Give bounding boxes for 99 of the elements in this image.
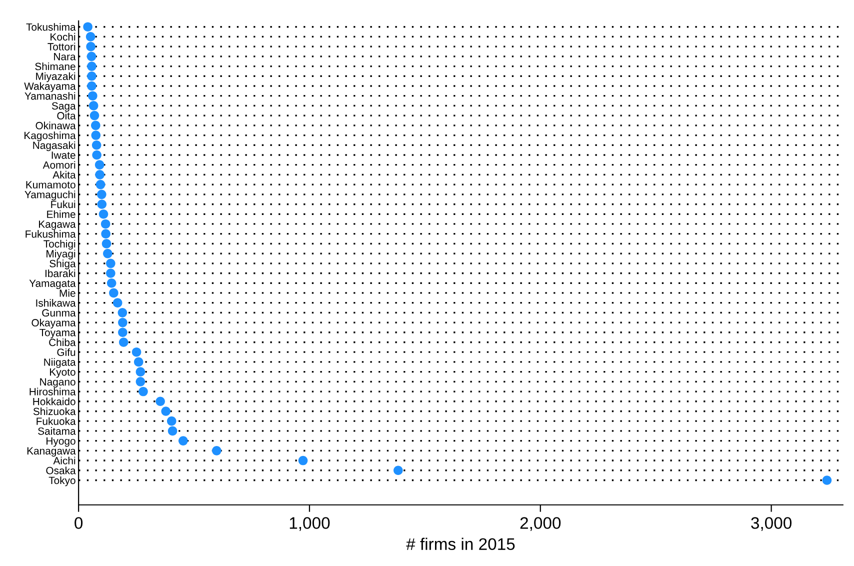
point — [136, 377, 146, 386]
x-tick-label: 1,000 — [290, 517, 330, 531]
point — [822, 476, 832, 485]
point — [92, 150, 102, 160]
y-tick-label: Okayama — [32, 318, 76, 328]
x-tick-label: 3,000 — [751, 517, 792, 531]
x-tick-label: 0 — [74, 517, 83, 529]
point — [161, 406, 171, 416]
y-tick-label: Wakayama — [24, 82, 76, 92]
y-tick-label: Tokushima — [26, 23, 76, 31]
y-tick-label: Ibaraki — [45, 269, 76, 278]
point — [87, 71, 96, 81]
y-tick-label: Gunma — [42, 309, 76, 317]
point — [102, 239, 112, 248]
point — [132, 347, 142, 357]
point — [87, 62, 96, 71]
point — [106, 268, 116, 278]
y-tick-label: Ishikawa — [36, 299, 76, 307]
point — [212, 446, 222, 456]
y-tick-label: Mie — [60, 289, 76, 297]
y-tick-label: Iwate — [52, 152, 76, 159]
y-tick-label: Fukushima — [26, 230, 76, 238]
point — [88, 101, 98, 110]
y-tick-label: Hokkaido — [33, 398, 76, 406]
point — [88, 91, 98, 101]
y-tick-label: Kochi — [50, 32, 76, 41]
y-tick-label: Kyoto — [50, 368, 76, 378]
y-tick-label: Fukui — [51, 200, 76, 208]
x-tick-label: 2,000 — [520, 517, 561, 531]
y-tick-label: Oita — [57, 112, 76, 120]
point — [87, 81, 96, 91]
point — [112, 298, 122, 308]
y-tick-label: Nara — [54, 53, 76, 60]
point — [103, 248, 112, 258]
point — [178, 436, 188, 446]
point — [134, 357, 144, 367]
point — [393, 466, 403, 476]
y-tick-label: Aichi — [53, 456, 76, 464]
y-tick-label: Kumamoto — [26, 181, 76, 188]
y-tick-label: Hiroshima — [30, 388, 76, 396]
y-tick-label: Ehime — [47, 210, 76, 218]
point — [156, 396, 165, 406]
y-tick-label: Shiga — [50, 260, 76, 270]
y-tick-label: Fukuoka — [36, 417, 76, 425]
point — [86, 42, 96, 52]
y-tick-label: Tottori — [48, 42, 76, 50]
point — [106, 278, 116, 288]
point — [118, 338, 128, 347]
y-tick-label: Osaka — [46, 466, 76, 474]
point — [136, 367, 146, 376]
y-tick-label: Yamaguchi — [24, 190, 76, 200]
point — [101, 229, 110, 238]
point — [86, 32, 96, 42]
point — [100, 219, 110, 229]
point — [97, 200, 107, 209]
point — [298, 456, 308, 466]
point — [109, 288, 118, 298]
point — [118, 318, 128, 328]
y-tick-label: Nagasaki — [33, 141, 76, 152]
y-tick-label: Yamagata — [29, 280, 76, 290]
point — [97, 190, 106, 200]
point — [98, 209, 108, 219]
y-tick-label: Toyama — [40, 329, 76, 338]
y-tick-label: Saga — [52, 102, 76, 112]
y-tick-label: Kagawa — [39, 220, 76, 230]
y-tick-label: Okinawa — [36, 122, 76, 130]
y-tick-label: Miyazaki — [36, 72, 76, 82]
point — [166, 416, 176, 426]
point — [86, 52, 96, 62]
point — [118, 328, 128, 338]
y-tick-label: Akita — [52, 170, 76, 179]
y-tick-label: Niigata — [44, 358, 76, 368]
y-tick-label: Nagano — [40, 378, 76, 388]
y-tick-label: Chiba — [49, 338, 76, 346]
y-tick-label: Gifu — [57, 348, 76, 356]
point — [96, 180, 106, 190]
point — [118, 308, 128, 318]
x-axis-title: # firms in 2015 — [406, 538, 515, 550]
point — [90, 120, 100, 130]
y-tick-label: Kanagawa — [27, 447, 76, 457]
point — [94, 160, 104, 170]
y-tick-label: Tochigi — [44, 240, 76, 250]
point — [168, 426, 178, 436]
point — [90, 110, 100, 120]
y-tick-label: Miyagi — [46, 250, 76, 260]
y-tick-label: Saitama — [38, 427, 76, 435]
point — [106, 258, 116, 268]
point — [83, 22, 92, 32]
y-tick-label: Aomori — [42, 161, 76, 169]
y-tick-label: Shizuoka — [33, 407, 76, 416]
point — [138, 386, 148, 396]
y-tick-label: Tokyo — [48, 476, 76, 486]
y-tick-label: Kagoshima — [24, 131, 76, 142]
point — [91, 130, 101, 140]
point — [92, 140, 102, 150]
y-tick-label: Yamanashi — [24, 92, 76, 100]
y-tick-label: Hyogo — [46, 437, 76, 447]
point — [95, 170, 104, 180]
y-tick-label: Shimane — [35, 62, 76, 70]
